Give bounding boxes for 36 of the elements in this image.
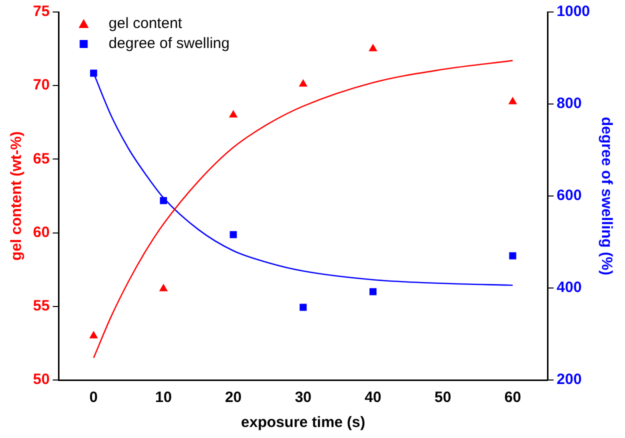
point (369, 288, 377, 296)
y-tick-label: 50 (32, 371, 50, 388)
x-tick-label: 10 (155, 389, 172, 406)
point (159, 284, 168, 292)
y-tick-label: 75 (32, 3, 50, 20)
y-tick-label: 70 (32, 76, 50, 94)
point (508, 96, 518, 104)
legend-label: degree of swelling (108, 35, 230, 52)
x-tick-label: 60 (504, 389, 522, 406)
point (228, 110, 238, 118)
y-axis-title: gel content (wt-%) (8, 131, 26, 261)
y2-tick-label: 200 (556, 371, 582, 388)
y2-tick-label: 1000 (556, 3, 590, 20)
point (230, 231, 237, 238)
y2-axis-title: degree of swelling (%) (598, 116, 615, 276)
line-series (92, 60, 514, 359)
y2-tick-label: 800 (556, 95, 582, 112)
x-tick-label: 30 (294, 389, 312, 406)
x-tick-label: 50 (434, 389, 452, 406)
point (298, 79, 308, 87)
x-tick-label: 20 (224, 389, 242, 406)
y-tick-label: 65 (32, 150, 50, 168)
y2-tick-label: 400 (556, 279, 582, 296)
point (368, 44, 378, 52)
point (509, 252, 516, 260)
point (90, 70, 98, 77)
y2-tick-label: 600 (556, 187, 582, 204)
x-axis-title: exposure time (s) (241, 414, 366, 432)
point (89, 330, 98, 338)
x-tick-label: 40 (364, 389, 382, 406)
legend-label: gel content (108, 15, 183, 32)
y-tick-label: 55 (32, 298, 50, 315)
point (160, 197, 167, 204)
y-tick-label: 60 (32, 224, 50, 241)
point (300, 304, 307, 311)
x-tick-label: 0 (89, 389, 98, 406)
